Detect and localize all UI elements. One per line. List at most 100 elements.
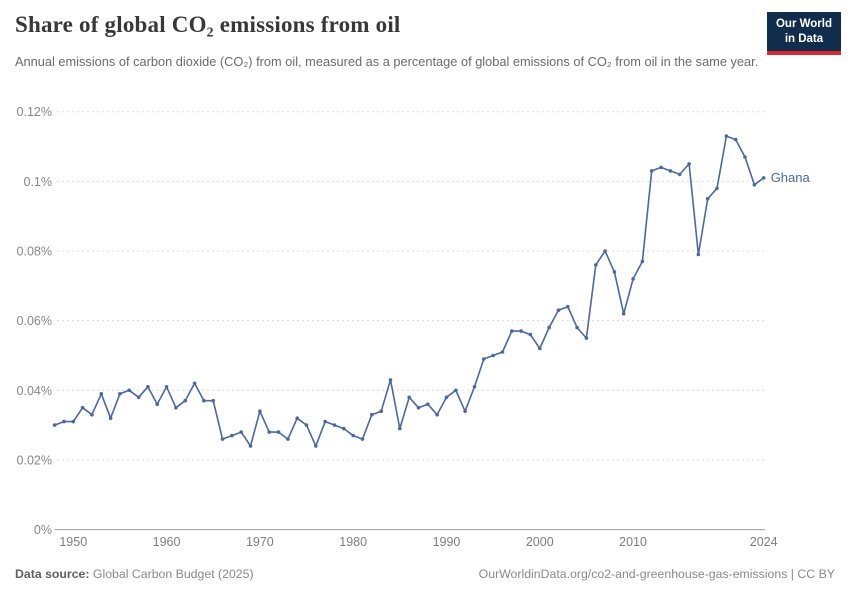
data-point: [603, 249, 607, 253]
data-point: [183, 398, 187, 403]
x-tick-label: 1960: [153, 535, 181, 549]
data-point: [192, 381, 197, 386]
data-point: [594, 263, 598, 267]
data-point: [566, 304, 570, 309]
data-point: [472, 385, 477, 389]
data-point: [463, 409, 467, 414]
data-point: [295, 416, 300, 421]
data-point: [752, 183, 757, 187]
data-point: [649, 169, 654, 173]
data-point: [519, 329, 523, 333]
y-tick-label: 0.08%: [17, 245, 52, 259]
data-point: [388, 378, 393, 382]
data-point: [761, 176, 766, 180]
y-tick-label: 0.12%: [17, 105, 52, 119]
owid-logo-line2: in Data: [784, 32, 824, 45]
data-point: [146, 385, 150, 389]
data-point: [715, 186, 719, 191]
data-point: [705, 197, 710, 201]
x-tick-label: 1990: [433, 535, 461, 549]
data-point: [220, 437, 225, 441]
data-point: [510, 329, 514, 333]
data-point: [435, 412, 439, 417]
data-point: [584, 336, 589, 340]
data-point: [342, 426, 346, 431]
data-point: [323, 419, 328, 424]
data-point: [304, 423, 309, 427]
data-point: [258, 409, 262, 414]
data-point: [538, 346, 542, 351]
data-point: [379, 409, 384, 414]
data-point: [575, 325, 579, 330]
x-tick-label: 1980: [339, 535, 367, 549]
data-point: [416, 405, 421, 410]
data-point: [314, 444, 318, 448]
data-source: Data source: Global Carbon Budget (2025): [15, 567, 254, 581]
data-point: [528, 332, 533, 337]
data-point: [239, 430, 243, 434]
owid-logo[interactable]: Our World in Data: [766, 12, 841, 55]
data-point: [136, 395, 141, 400]
y-tick-label: 0.1%: [24, 175, 53, 189]
x-tick-label: 2024: [750, 535, 778, 549]
data-point: [202, 398, 206, 403]
chart-subtitle: Annual emissions of carbon dioxide (CO₂)…: [15, 54, 759, 69]
data-point: [640, 259, 645, 264]
data-point: [127, 388, 131, 393]
data-point: [267, 430, 272, 434]
data-point: [733, 137, 738, 142]
data-point: [248, 444, 253, 448]
data-point: [444, 395, 449, 400]
data-point: [71, 419, 76, 424]
data-point: [118, 392, 122, 396]
data-source-value: Global Carbon Budget (2025): [92, 567, 254, 581]
data-point: [370, 412, 374, 417]
data-point: [360, 437, 365, 441]
data-point: [62, 419, 66, 424]
series-label-ghana: Ghana: [771, 170, 811, 185]
data-point: [99, 392, 104, 396]
credit-link[interactable]: OurWorldinData.org/co2-and-greenhouse-ga…: [478, 567, 835, 581]
data-point: [351, 433, 356, 438]
data-point: [454, 388, 458, 393]
data-point: [52, 423, 57, 427]
data-point: [108, 416, 113, 421]
y-tick-label: 0.06%: [17, 314, 52, 328]
data-point: [164, 385, 169, 389]
data-point: [659, 165, 663, 170]
data-point: [230, 433, 234, 438]
data-point: [80, 405, 85, 410]
y-tick-label: 0.04%: [17, 384, 52, 398]
data-point: [426, 402, 430, 407]
x-tick-label: 2010: [619, 535, 647, 549]
y-tick-label: 0.02%: [17, 453, 52, 467]
data-point: [556, 308, 561, 313]
x-tick-label: 2000: [526, 535, 554, 549]
data-point: [276, 430, 281, 434]
data-point: [547, 325, 551, 330]
data-point: [90, 412, 94, 417]
data-point: [621, 311, 626, 316]
data-point: [398, 426, 402, 431]
data-point: [155, 402, 159, 407]
page-title: Share of global CO₂ emissions from oil: [15, 12, 401, 37]
data-source-label: Data source:: [15, 567, 90, 581]
data-point: [677, 172, 682, 177]
data-point: [491, 353, 495, 358]
data-point: [668, 169, 673, 173]
data-point: [332, 423, 337, 427]
data-point: [174, 405, 178, 410]
data-point: [696, 252, 701, 257]
data-point: [724, 134, 729, 138]
data-point: [612, 270, 617, 274]
owid-logo-line1: Our World: [775, 18, 832, 30]
data-point: [687, 162, 691, 166]
data-point: [500, 350, 505, 354]
data-point: [631, 277, 635, 281]
chart-footer: Data source: Global Carbon Budget (2025)…: [15, 567, 835, 581]
data-point: [407, 395, 412, 400]
x-tick-label: 1950: [59, 535, 87, 549]
data-point: [482, 357, 486, 361]
